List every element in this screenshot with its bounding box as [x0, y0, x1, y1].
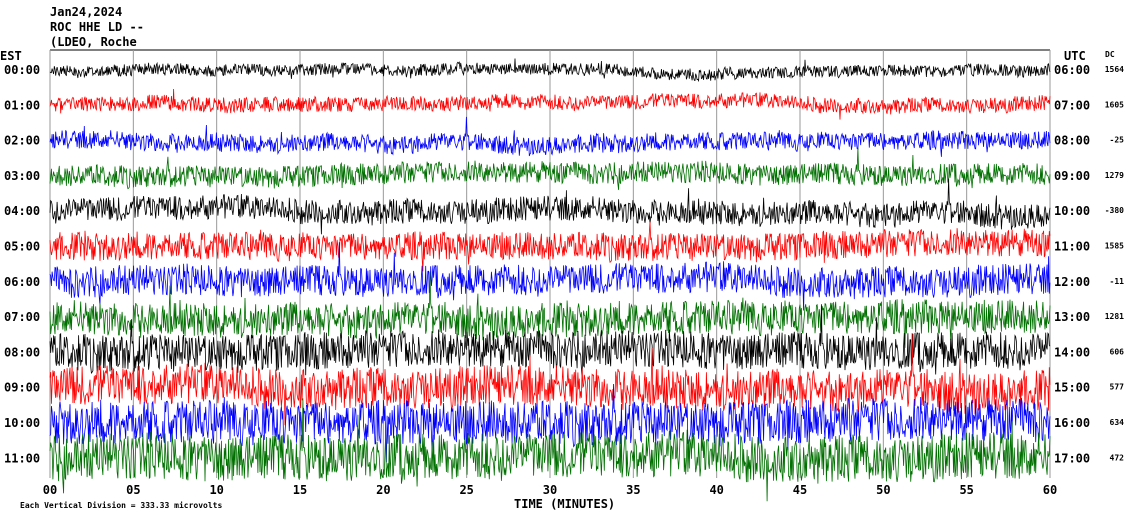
trace [49, 58, 1051, 83]
est-label: 11:00 [4, 451, 40, 465]
est-label: 08:00 [4, 345, 40, 359]
utc-label: 12:00 [1054, 275, 1090, 289]
utc-label: 16:00 [1054, 416, 1090, 430]
x-tick-label: 35 [626, 483, 640, 497]
x-tick-label: 15 [293, 483, 307, 497]
right-label: UTC [1064, 49, 1086, 63]
title-line: (LDEO, Roche [50, 35, 137, 49]
dc-value: 606 [1110, 347, 1125, 356]
utc-label: 09:00 [1054, 169, 1090, 183]
utc-label: 08:00 [1054, 134, 1090, 148]
trace [49, 221, 1051, 272]
est-label: 05:00 [4, 240, 40, 254]
dc-label: DC [1105, 50, 1115, 59]
grid [49, 50, 1051, 478]
title-line: ROC HHE LD -- [50, 20, 144, 34]
utc-label: 13:00 [1054, 310, 1090, 324]
utc-label: 06:00 [1054, 63, 1090, 77]
trace [49, 178, 1051, 235]
x-tick-label: 50 [876, 483, 890, 497]
est-label: 02:00 [4, 134, 40, 148]
est-label: 03:00 [4, 169, 40, 183]
x-axis-label: TIME (MINUTES) [514, 497, 615, 511]
x-tick-label: 10 [209, 483, 223, 497]
dc-value: 472 [1110, 453, 1125, 462]
dc-value: 1279 [1105, 171, 1124, 180]
x-tick-label: 40 [709, 483, 723, 497]
trace [49, 116, 1051, 157]
utc-label: 15:00 [1054, 381, 1090, 395]
dc-value: 1605 [1105, 100, 1124, 109]
x-tick-label: 60 [1043, 483, 1057, 497]
trace [49, 333, 1051, 426]
x-tick-label: 00 [43, 483, 57, 497]
dc-value: 634 [1110, 418, 1125, 427]
title-line: Jan24,2024 [50, 5, 122, 19]
x-tick-label: 20 [376, 483, 390, 497]
utc-label: 14:00 [1054, 345, 1090, 359]
utc-label: 17:00 [1054, 451, 1090, 465]
est-label: 06:00 [4, 275, 40, 289]
trace [49, 383, 1051, 463]
est-label: 04:00 [4, 204, 40, 218]
dc-value: 1585 [1105, 242, 1124, 251]
x-tick-label: 25 [459, 483, 473, 497]
est-label: 00:00 [4, 63, 40, 77]
est-label: 01:00 [4, 98, 40, 112]
x-tick-label: 55 [959, 483, 973, 497]
dc-value: -11 [1110, 277, 1125, 286]
trace [49, 242, 1051, 311]
x-tick-label: 45 [793, 483, 807, 497]
dc-value: -380 [1105, 206, 1124, 215]
trace [49, 398, 1051, 502]
est-label: 07:00 [4, 310, 40, 324]
x-tick-label: 05 [126, 483, 140, 497]
utc-label: 10:00 [1054, 204, 1090, 218]
utc-label: 11:00 [1054, 240, 1090, 254]
est-label: 09:00 [4, 381, 40, 395]
x-tick-label: 30 [543, 483, 557, 497]
dc-value: 1281 [1105, 312, 1124, 321]
footnote: Each Vertical Division = 333.33 microvol… [20, 500, 222, 510]
dc-value: 1564 [1105, 65, 1124, 74]
est-label: 10:00 [4, 416, 40, 430]
dc-value: 577 [1110, 383, 1125, 392]
trace [49, 271, 1051, 348]
trace [49, 304, 1051, 379]
trace [49, 88, 1051, 120]
dc-value: -25 [1110, 136, 1125, 145]
trace [49, 147, 1051, 190]
utc-label: 07:00 [1054, 98, 1090, 112]
left-label: EST [0, 49, 22, 63]
